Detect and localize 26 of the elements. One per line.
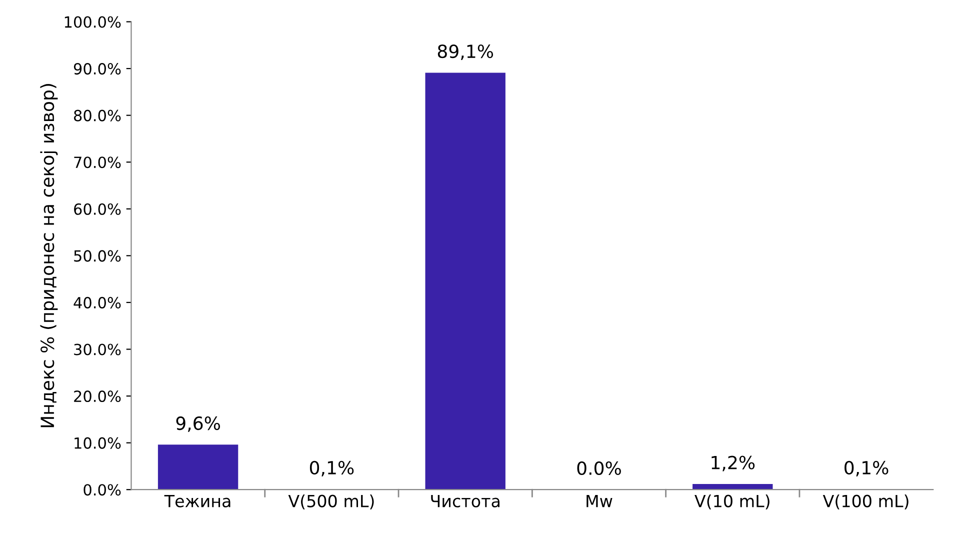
- y-tick-label: 60.0%: [74, 203, 121, 215]
- y-tick-label: 0.0%: [84, 484, 121, 496]
- y-tick-label: 70.0%: [74, 156, 121, 168]
- y-tick-label: 80.0%: [74, 110, 121, 122]
- x-tick-label: Тежина: [164, 494, 230, 508]
- y-tick-label: 10.0%: [74, 437, 121, 449]
- x-tick-label: Чистота: [431, 494, 500, 508]
- bar: [158, 444, 238, 490]
- y-tick-label: 90.0%: [74, 63, 121, 75]
- data-label: 89,1%: [438, 44, 494, 60]
- x-tick-label: V(10 mL): [694, 494, 770, 510]
- data-label: 0,1%: [844, 460, 888, 476]
- data-label: 1,2%: [712, 456, 755, 472]
- y-tick-label: 50.0%: [74, 250, 121, 262]
- y-tick-label: 100.0%: [64, 16, 121, 28]
- y-tick-label: 40.0%: [74, 296, 121, 308]
- data-label: 9,6%: [176, 416, 220, 432]
- x-tick-label: V(100 mL): [822, 494, 908, 510]
- data-label: 0,1%: [310, 460, 354, 476]
- data-label: 0.0%: [577, 461, 621, 475]
- bar: [425, 72, 506, 490]
- y-tick-label: 30.0%: [74, 344, 121, 356]
- x-tick-label: V(500 mL): [288, 494, 374, 510]
- y-tick-label: 20.0%: [74, 390, 121, 402]
- x-tick-label: Mw: [586, 494, 612, 508]
- y-axis-title: Индекс % (придонес на секој извор): [40, 84, 58, 428]
